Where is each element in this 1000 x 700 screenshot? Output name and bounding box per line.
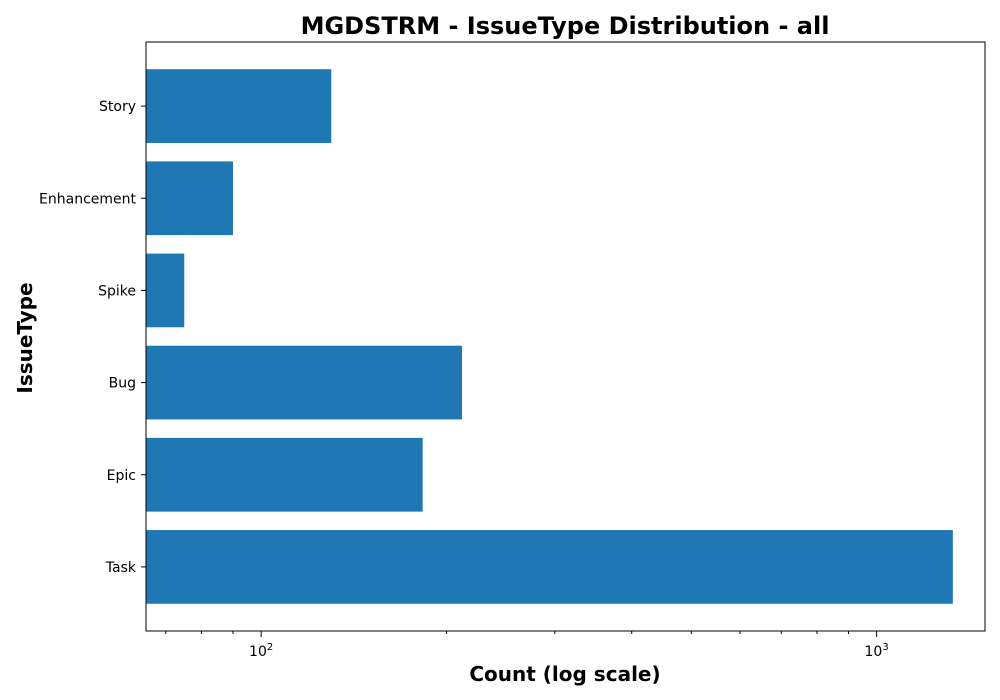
bar-bug <box>146 345 462 420</box>
x-axis-ticks: 102 103 <box>165 631 889 660</box>
y-tick-label: Spike <box>98 283 136 299</box>
y-tick-label: Task <box>105 560 137 576</box>
bar-epic <box>146 437 423 512</box>
bar-spike <box>146 253 185 328</box>
bar-story <box>146 69 332 143</box>
x-tick-label: 103 <box>865 642 889 660</box>
y-tick-label: Epic <box>107 468 136 484</box>
y-axis-ticks: Story Enhancement Spike Bug Epic Task <box>39 99 146 576</box>
x-tick-label: 102 <box>249 642 273 660</box>
bar-enhancement <box>146 161 233 236</box>
chart-title: MGDSTRM - IssueType Distribution - all <box>301 12 830 40</box>
bars-group <box>146 69 953 604</box>
y-tick-label: Enhancement <box>39 191 136 207</box>
y-tick-label: Bug <box>109 376 136 392</box>
y-tick-label: Story <box>99 99 136 115</box>
y-axis-label: IssueType <box>13 282 37 393</box>
x-axis-label: Count (log scale) <box>469 662 660 686</box>
bar-task <box>146 530 953 604</box>
plot-frame <box>145 41 986 632</box>
